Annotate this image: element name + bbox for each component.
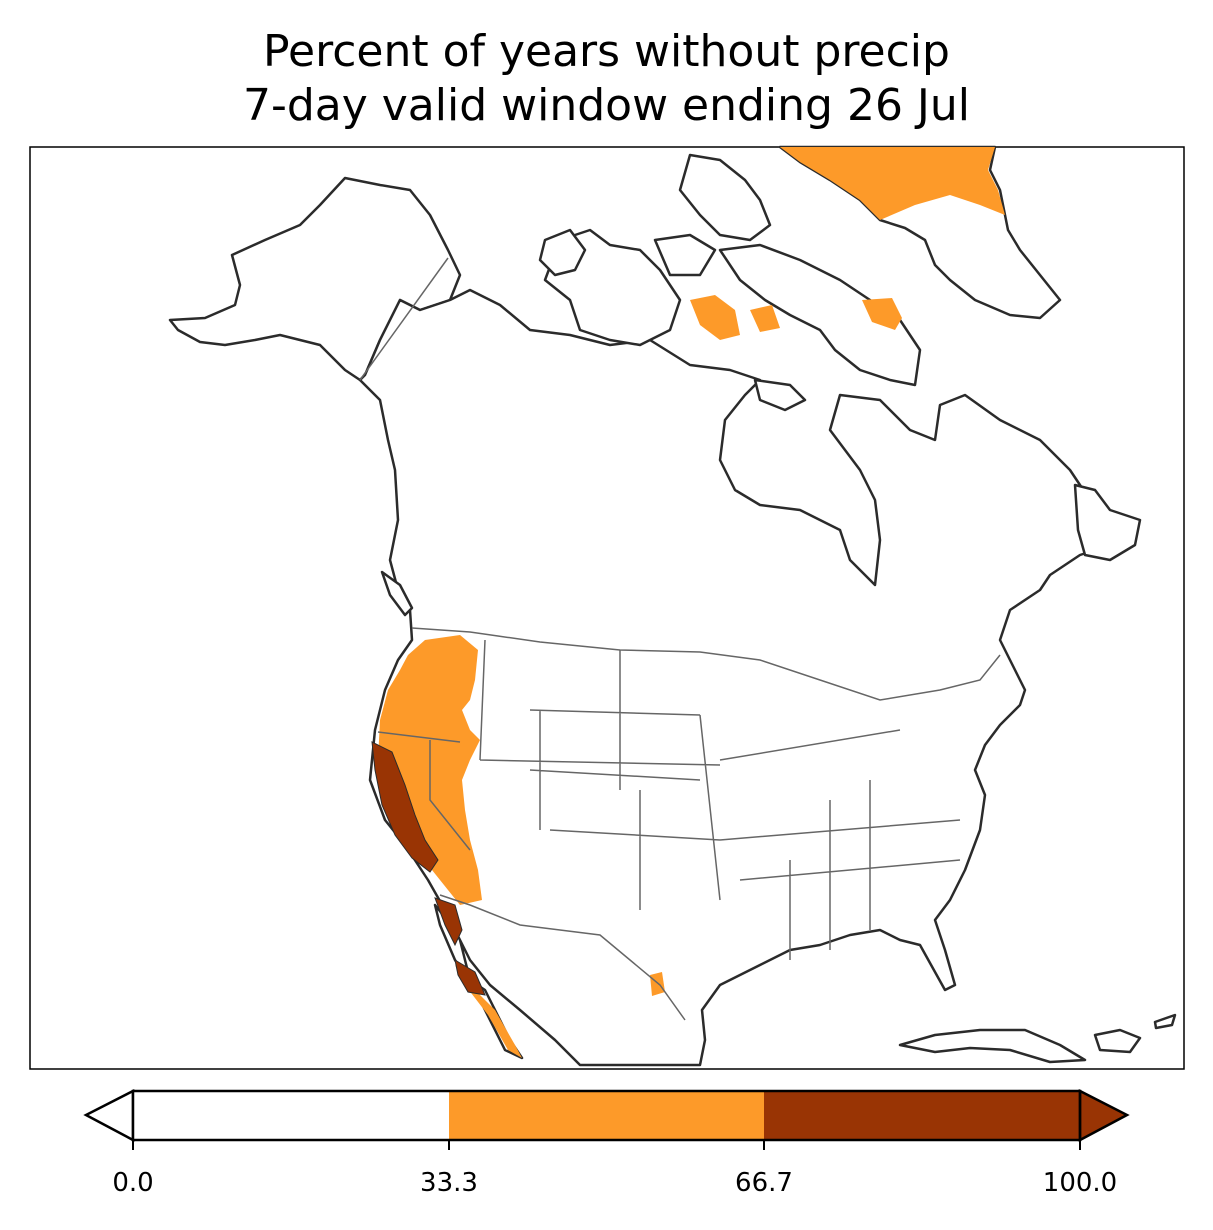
colorbar-extend-high [1078, 1088, 1130, 1143]
colorbar-bin-low [133, 1091, 449, 1140]
baffin-island [718, 243, 922, 387]
precip-high-regions [371, 741, 486, 996]
southampton-island [753, 378, 807, 412]
alaska-canada-border [359, 257, 449, 381]
colorbar-tick-label-1: 33.3 [420, 1168, 478, 1198]
arctic-region-b [750, 305, 780, 332]
texas-region [650, 972, 665, 996]
colorbar-outline [131, 1089, 1082, 1142]
baja-central-region [454, 958, 486, 996]
colorbar-tick-label-2: 66.7 [735, 1168, 793, 1198]
us-mexico-border [439, 894, 686, 1021]
north-america-mainland [358, 288, 1127, 1067]
colorbar-tick-label-3: 100.0 [1042, 1168, 1118, 1198]
devon-island [653, 233, 717, 277]
baja-north-region [434, 897, 463, 947]
newfoundland [1073, 483, 1142, 562]
oregon-california-border [377, 731, 461, 743]
nevada-california-border [429, 740, 471, 851]
hispaniola [1093, 1028, 1142, 1054]
colorbar-bin-mid [449, 1091, 764, 1140]
colorbar [83, 1088, 1130, 1150]
arctic-region-a [690, 295, 740, 340]
greenland-region [780, 147, 1005, 220]
cuba [898, 1028, 1087, 1064]
puerto-rico [1153, 1013, 1177, 1030]
map-title-line-1: Percent of years without precip [263, 26, 950, 77]
colorbar-bin-high [764, 1091, 1080, 1140]
colorbar-extend-low [83, 1088, 135, 1143]
california-coast-region [371, 741, 439, 873]
vancouver-island [380, 570, 414, 617]
us-canada-border [411, 627, 1001, 701]
state-lines-grid [479, 639, 961, 960]
map-title-line-2: 7-day valid window ending 26 Jul [242, 80, 971, 131]
ellesmere-island [678, 153, 772, 242]
banks-island [538, 228, 587, 277]
baffin-region [862, 298, 902, 330]
colorbar-tick-label-0: 0.0 [112, 1168, 154, 1198]
political-borders [359, 257, 1001, 1021]
